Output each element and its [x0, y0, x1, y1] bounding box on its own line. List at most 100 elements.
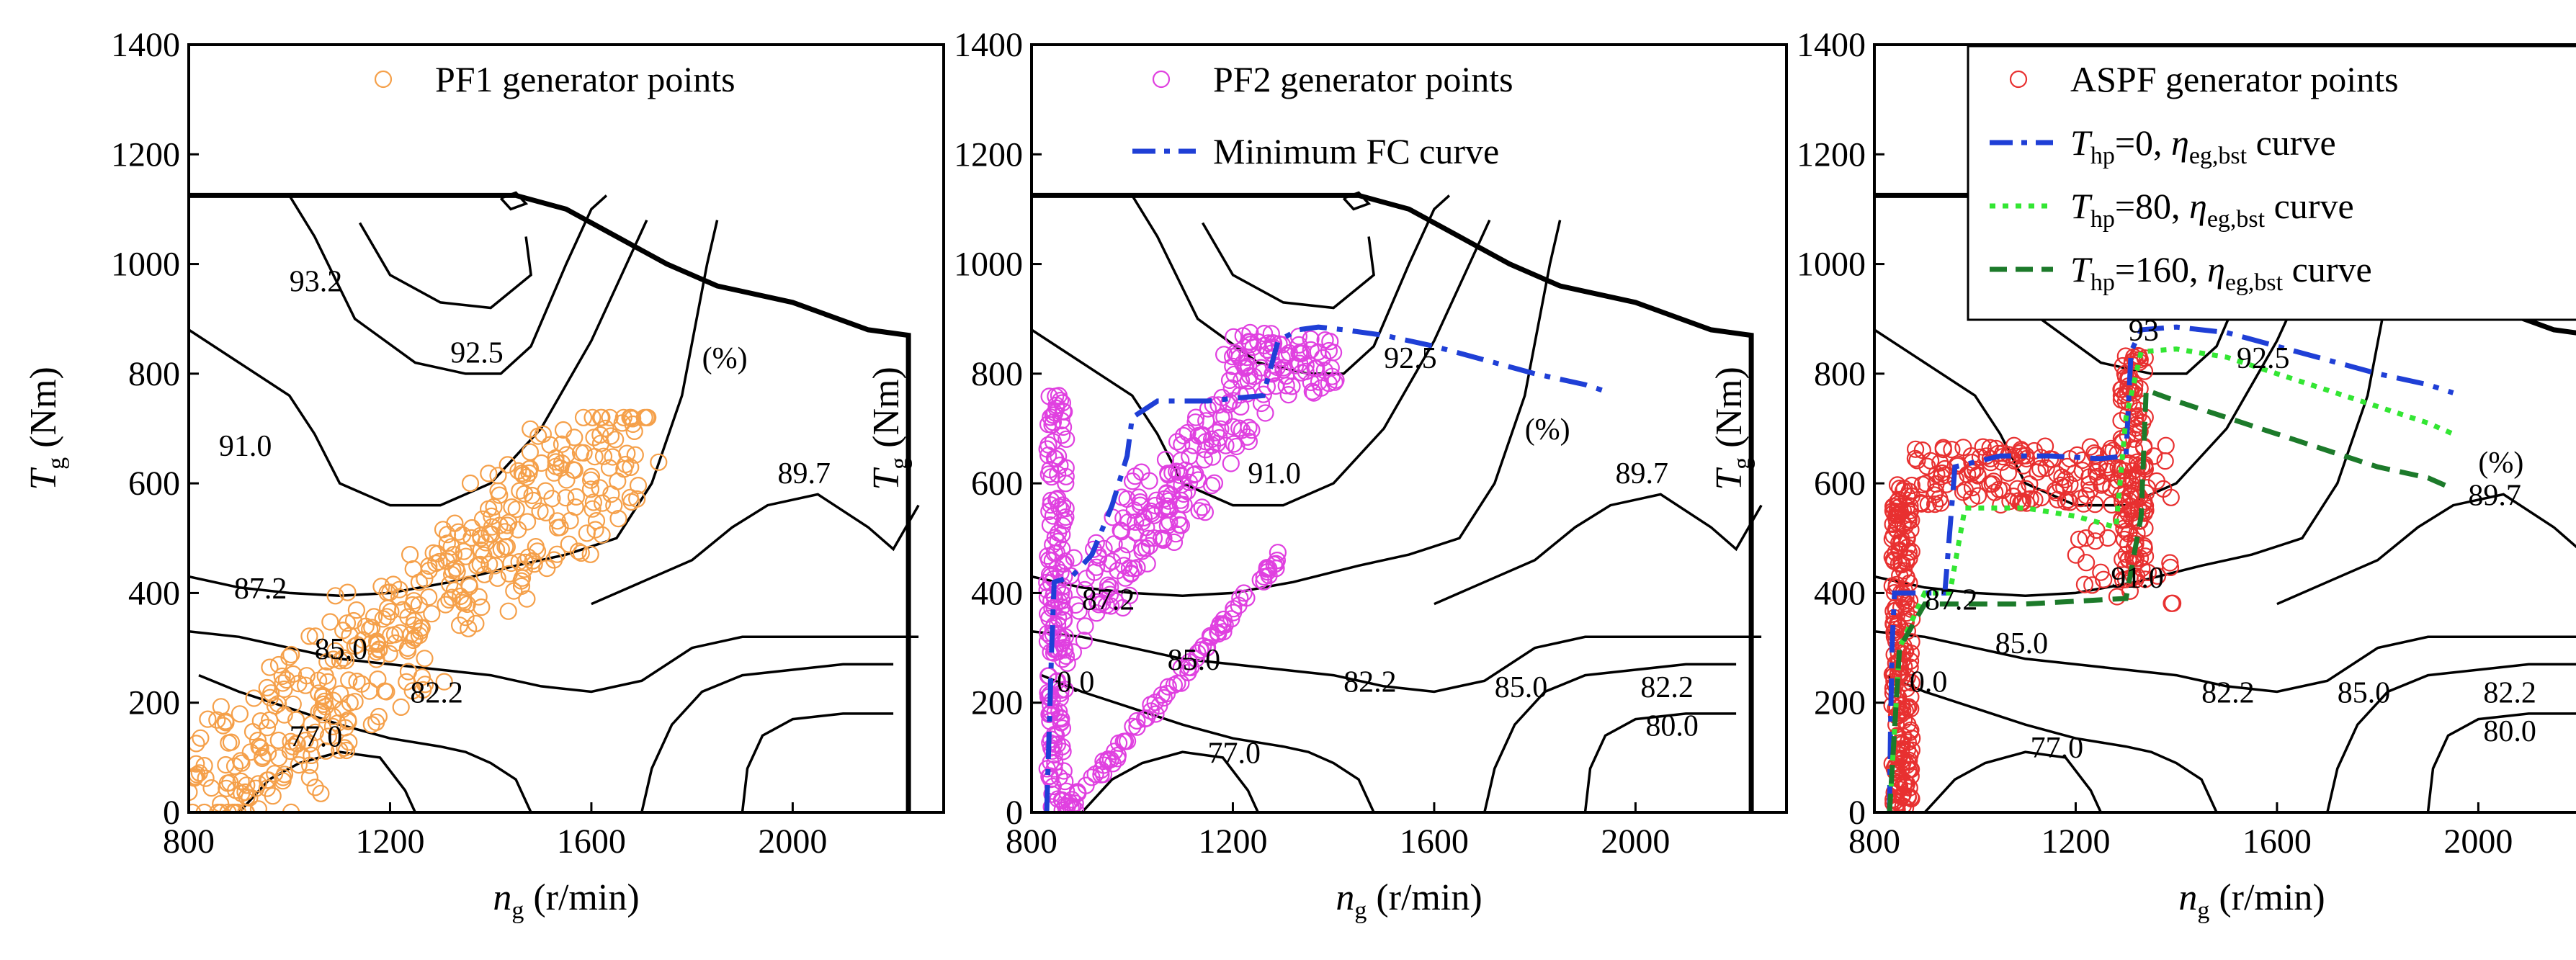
data-point [420, 557, 438, 575]
data-point [1235, 584, 1253, 602]
data-point [2021, 475, 2039, 493]
data-point [1255, 325, 1274, 343]
data-point [624, 415, 642, 434]
data-point [2041, 450, 2060, 468]
x-tick-label: 2000 [758, 822, 827, 861]
contour-85-0 [189, 629, 919, 694]
data-point [1216, 616, 1234, 634]
data-point [1053, 496, 1072, 514]
series-line-1 [1044, 324, 1611, 812]
data-point [1194, 637, 1212, 655]
data-point [247, 779, 265, 797]
data-point [258, 771, 276, 789]
data-point [1050, 703, 1068, 721]
data-point [232, 772, 250, 791]
data-point [1053, 719, 1072, 737]
data-point [1052, 713, 1070, 731]
data-point [473, 598, 491, 616]
data-point [259, 744, 277, 762]
data-point [1094, 594, 1112, 612]
contour-89-7 [2276, 493, 2576, 606]
contour-80-0 [1583, 712, 1737, 812]
data-point [1231, 589, 1249, 607]
y-axis-label: Tg (Nm) [23, 367, 70, 490]
data-point [581, 545, 599, 563]
data-point [1041, 767, 1059, 785]
legend-marker [1152, 70, 1171, 89]
data-point [321, 613, 339, 631]
data-point [189, 768, 205, 786]
data-point [392, 698, 410, 717]
data-point [2098, 462, 2116, 480]
data-point [461, 474, 480, 493]
data-point [507, 501, 525, 519]
data-point [197, 769, 215, 787]
data-point [227, 781, 245, 799]
data-point [509, 462, 527, 480]
data-point [1303, 382, 1321, 400]
contour-label: 85.0 [1995, 627, 2049, 660]
data-point [1042, 592, 1060, 610]
data-point [458, 595, 476, 614]
data-point [629, 476, 648, 495]
data-point [346, 637, 364, 655]
x-tick-label: 800 [1848, 822, 1900, 861]
data-point [462, 529, 480, 547]
data-point [602, 485, 620, 503]
data-point [1053, 540, 1071, 558]
data-point [2095, 570, 2113, 588]
data-point [312, 784, 330, 802]
data-point [1099, 576, 1117, 594]
data-point [1165, 533, 1184, 552]
data-point [300, 627, 318, 645]
data-point [565, 461, 583, 480]
x-tick-label: 800 [1006, 822, 1057, 861]
data-point [2047, 481, 2065, 500]
data-point [1128, 559, 1146, 577]
legend-label: Thp=80, ηeg,bst curve [2070, 186, 2354, 233]
x-axis-label: ng (r/min) [1336, 877, 1482, 924]
data-point [306, 723, 324, 741]
data-point [1290, 354, 1309, 372]
data-point [1219, 395, 1238, 414]
data-point [282, 645, 300, 664]
data-point [192, 729, 210, 747]
legend: PF1 generator points [374, 59, 735, 99]
data-point [1123, 472, 1142, 490]
data-point [1912, 493, 1930, 512]
data-point [1053, 516, 1072, 535]
data-point [346, 693, 364, 711]
data-point [2078, 554, 2096, 572]
data-point [1305, 384, 1323, 402]
contour-label: 77.0 [1208, 737, 1261, 770]
data-point [1170, 463, 1188, 481]
data-point [300, 735, 319, 753]
data-point [1241, 336, 1259, 354]
data-point [301, 756, 319, 774]
contour-label: 92.5 [2237, 342, 2290, 375]
data-point [2017, 480, 2035, 498]
contour-80-0 [741, 712, 894, 812]
data-point [537, 503, 555, 522]
data-point [281, 742, 299, 761]
data-point [202, 779, 220, 797]
data-point [1055, 611, 1073, 629]
data-point [1227, 437, 1245, 456]
data-point [1891, 704, 1909, 722]
data-point [625, 422, 643, 441]
y-tick-label: 400 [1814, 574, 1866, 612]
x-tick-label: 1200 [355, 822, 424, 861]
data-point [1142, 702, 1160, 720]
data-point [1186, 408, 1205, 426]
data-point [1058, 797, 1076, 812]
data-point [2072, 490, 2090, 508]
contour-label: 77.0 [290, 721, 343, 754]
data-point [618, 444, 636, 462]
data-point [1042, 468, 1060, 486]
contour-label: 89.7 [1615, 457, 1668, 490]
data-point [582, 467, 601, 486]
data-point [2029, 463, 2047, 481]
data-point [2031, 459, 2049, 478]
contour-label: 80.0 [1645, 709, 1699, 743]
data-point [560, 535, 578, 553]
